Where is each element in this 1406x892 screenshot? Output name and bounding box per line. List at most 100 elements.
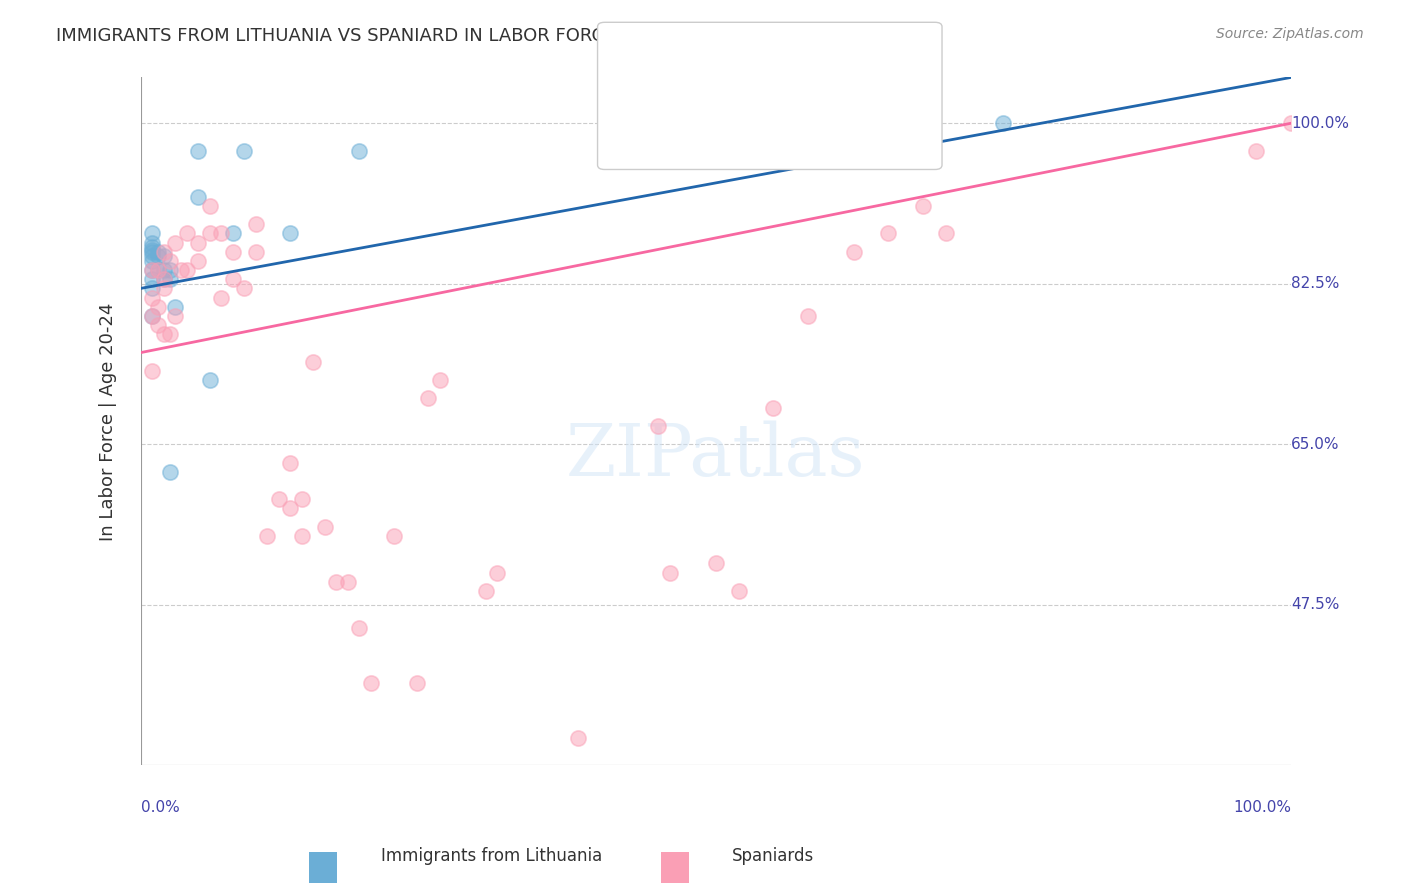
Point xyxy=(314,520,336,534)
Text: IMMIGRANTS FROM LITHUANIA VS SPANIARD IN LABOR FORCE | AGE 20-24 CORRELATION CHA: IMMIGRANTS FROM LITHUANIA VS SPANIARD IN… xyxy=(56,27,928,45)
Point xyxy=(198,227,221,241)
Point xyxy=(153,272,176,286)
Point xyxy=(141,244,163,259)
Point xyxy=(233,144,256,158)
Text: 100.0%: 100.0% xyxy=(1233,799,1291,814)
Point xyxy=(148,300,170,314)
Text: Immigrants from Lithuania: Immigrants from Lithuania xyxy=(381,847,603,865)
Point xyxy=(176,227,198,241)
Point xyxy=(170,263,193,277)
Text: Spaniards: Spaniards xyxy=(733,847,814,865)
Point xyxy=(728,584,751,599)
Point xyxy=(176,263,198,277)
Text: 100.0%: 100.0% xyxy=(1291,116,1348,131)
Point xyxy=(187,144,209,158)
Point xyxy=(198,373,221,387)
Point xyxy=(153,272,176,286)
Point xyxy=(141,272,163,286)
Point xyxy=(141,309,163,323)
Point xyxy=(245,244,267,259)
Point xyxy=(762,401,785,415)
Point xyxy=(141,227,163,241)
Point xyxy=(159,263,181,277)
Point xyxy=(141,249,163,263)
Point xyxy=(141,364,163,378)
Point xyxy=(245,217,267,231)
Point xyxy=(280,456,302,470)
Point xyxy=(159,465,181,479)
Text: Source: ZipAtlas.com: Source: ZipAtlas.com xyxy=(1216,27,1364,41)
Point xyxy=(336,574,359,589)
Point xyxy=(148,318,170,332)
Point xyxy=(153,249,176,263)
Point xyxy=(291,529,314,543)
Point xyxy=(993,116,1015,130)
Point xyxy=(349,621,371,635)
Y-axis label: In Labor Force | Age 20-24: In Labor Force | Age 20-24 xyxy=(100,302,117,541)
Text: 47.5%: 47.5% xyxy=(1291,598,1339,612)
Point xyxy=(486,566,509,580)
Point xyxy=(475,584,498,599)
Point xyxy=(141,263,163,277)
Point xyxy=(148,263,170,277)
Point xyxy=(1279,116,1302,130)
Point xyxy=(280,501,302,516)
Point xyxy=(797,309,820,323)
Point xyxy=(148,249,170,263)
Point xyxy=(842,244,865,259)
Point xyxy=(148,263,170,277)
Point xyxy=(198,199,221,213)
Point xyxy=(141,309,163,323)
Point xyxy=(349,144,371,158)
Point xyxy=(211,227,233,241)
Point xyxy=(418,392,440,406)
Point xyxy=(165,309,187,323)
Point xyxy=(187,189,209,203)
Point xyxy=(148,244,170,259)
Point xyxy=(153,281,176,295)
Point xyxy=(153,327,176,342)
Point xyxy=(141,243,163,257)
Point xyxy=(1246,144,1268,158)
Point xyxy=(211,291,233,305)
Point xyxy=(877,227,900,241)
Point xyxy=(159,272,181,286)
Text: R = 0.524: R = 0.524 xyxy=(661,58,752,76)
Point xyxy=(267,492,290,507)
Point xyxy=(256,529,278,543)
Text: ZIPatlas: ZIPatlas xyxy=(567,420,866,491)
Point xyxy=(647,418,669,433)
Point xyxy=(141,253,163,268)
Point xyxy=(141,240,163,254)
Point xyxy=(406,675,429,690)
Point xyxy=(567,731,589,745)
Point xyxy=(141,291,163,305)
Text: 65.0%: 65.0% xyxy=(1291,437,1340,451)
Point xyxy=(429,373,451,387)
Text: 0.0%: 0.0% xyxy=(141,799,180,814)
Point xyxy=(165,235,187,250)
Point xyxy=(704,557,727,571)
Point xyxy=(935,227,957,241)
Point xyxy=(187,235,209,250)
Text: N = 60: N = 60 xyxy=(801,120,863,138)
Point xyxy=(291,492,314,507)
Point xyxy=(382,529,405,543)
Point xyxy=(153,244,176,259)
Point xyxy=(280,227,302,241)
Point xyxy=(302,355,325,369)
Text: 82.5%: 82.5% xyxy=(1291,277,1339,292)
Point xyxy=(165,300,187,314)
Point xyxy=(911,199,934,213)
Point xyxy=(187,253,209,268)
Point xyxy=(159,327,181,342)
Point xyxy=(141,263,163,277)
Point xyxy=(233,281,256,295)
Text: N = 29: N = 29 xyxy=(801,58,863,76)
Point xyxy=(360,675,382,690)
Point xyxy=(222,244,245,259)
Point xyxy=(658,566,681,580)
Point xyxy=(153,263,176,277)
Point xyxy=(141,235,163,250)
Text: R = 0.248: R = 0.248 xyxy=(661,120,752,138)
